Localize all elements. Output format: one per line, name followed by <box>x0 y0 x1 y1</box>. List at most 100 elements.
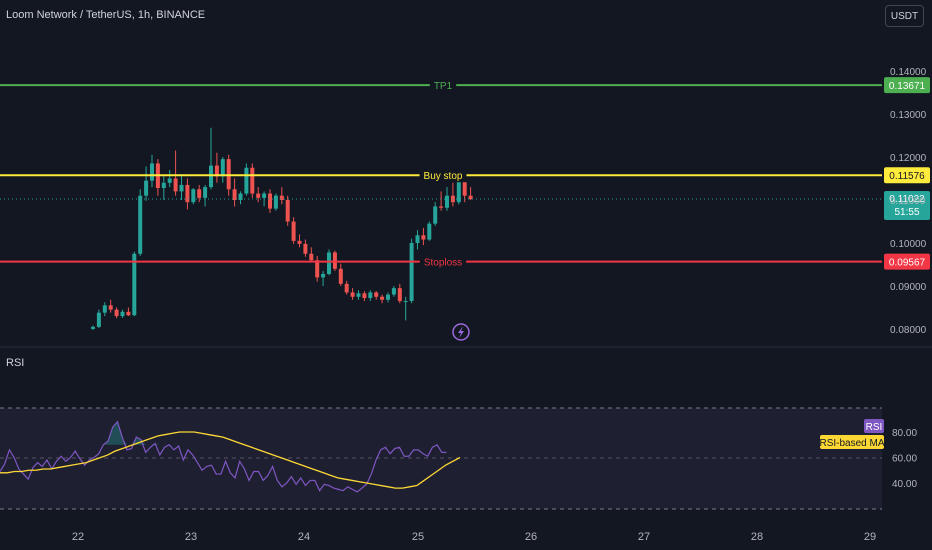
price-tick: 0.12000 <box>890 153 927 164</box>
candle-body <box>433 206 438 224</box>
buy-stop-label-bg <box>419 168 467 183</box>
candle-body <box>415 235 420 243</box>
price-tick: 0.09000 <box>890 282 927 293</box>
candle-body <box>409 243 414 302</box>
tp1-label: TP1 <box>434 81 453 92</box>
rsi-overbought-fill <box>0 421 447 445</box>
last-price-tag <box>884 191 930 221</box>
candle-body <box>391 288 396 295</box>
candle-body <box>403 301 408 303</box>
rsi-legend-text: RSI <box>866 422 883 433</box>
price-tick: 0.11000 <box>890 196 926 207</box>
lightning-icon[interactable] <box>452 323 470 341</box>
candle-body <box>386 294 390 300</box>
candle-body <box>232 189 237 200</box>
levels-group: TP1 0.13671 Buy stop 0.11576 Stoploss 0.09567… <box>0 77 930 270</box>
candle-body <box>344 283 349 293</box>
time-tick: 27 <box>638 531 650 543</box>
candle-body <box>468 195 473 200</box>
candle-body <box>309 253 314 261</box>
currency-button[interactable]: USDT <box>885 5 924 27</box>
candle-body <box>256 193 261 198</box>
rsi-pane-label: RSI <box>6 357 24 369</box>
price-tick: 0.14000 <box>890 67 927 78</box>
time-tick: 23 <box>185 531 197 543</box>
candle-body <box>91 326 95 329</box>
stoploss-label-bg <box>419 254 467 269</box>
candle-body <box>421 235 426 240</box>
time-tick: 28 <box>751 531 763 543</box>
buy-stop-label: Buy stop <box>424 171 463 182</box>
candle-body <box>226 159 231 190</box>
candle-body <box>150 163 154 181</box>
rsi-group <box>0 420 461 493</box>
stoploss-label: Stoploss <box>424 258 462 269</box>
buy-stop-price-text: 0.11576 <box>889 171 925 182</box>
candle-body <box>209 165 213 188</box>
chart-title: Loom Network / TetherUS, 1h, BINANCE <box>6 9 206 21</box>
candle-body <box>291 221 296 241</box>
time-tick: 24 <box>298 531 310 543</box>
price-tick: 0.08000 <box>890 325 927 336</box>
countdown-text: 51:55 <box>894 207 919 218</box>
rsi-legend-tag <box>864 419 884 433</box>
candle-body <box>456 181 461 203</box>
candle-body <box>356 293 361 297</box>
candle-body <box>138 195 143 254</box>
candle-body <box>439 206 444 208</box>
candle-body <box>185 184 190 203</box>
time-tick: 26 <box>525 531 537 543</box>
rsi-tick: 80.00 <box>892 428 917 439</box>
tp1-label-bg <box>429 78 457 93</box>
candle-body <box>279 195 284 200</box>
candle-body <box>462 181 467 196</box>
candle-body <box>126 311 131 316</box>
candle-body <box>427 223 432 240</box>
candle-body <box>179 184 184 192</box>
rsi-axis: 80.00 60.00 40.00 RSI RSI-based MA <box>819 419 917 490</box>
last-price-text: 0.11022 <box>889 194 925 205</box>
rsi-ma-line <box>0 431 461 489</box>
candle-body <box>397 288 402 302</box>
candle-body <box>167 178 172 183</box>
candle-body <box>244 167 249 194</box>
candle-body <box>220 159 225 177</box>
candle-body <box>368 292 373 299</box>
candle-body <box>102 305 107 313</box>
candle-body <box>238 193 243 200</box>
time-tick: 25 <box>412 531 424 543</box>
rsi-ma-legend-text: RSI-based MA <box>819 438 884 449</box>
candle-body <box>191 189 196 203</box>
time-tick: 29 <box>864 531 876 543</box>
rsi-line <box>0 420 447 493</box>
rsi-tick: 60.00 <box>892 454 917 465</box>
candle-body <box>297 240 302 244</box>
candle-body <box>132 253 137 316</box>
candle-body <box>120 311 125 317</box>
candle-body <box>380 296 385 300</box>
candle-body <box>214 165 219 177</box>
tp1-price-text: 0.13671 <box>889 81 926 92</box>
candle-body <box>108 305 113 310</box>
candle-body <box>114 309 119 317</box>
candles-group <box>0 127 882 330</box>
price-tick: 0.10000 <box>890 239 927 250</box>
candle-body <box>203 187 208 198</box>
price-tick: 0.13000 <box>890 110 927 121</box>
candle-body <box>445 195 449 208</box>
stoploss-price-text: 0.09567 <box>889 258 926 269</box>
rsi-ma-legend-tag <box>820 435 884 449</box>
stoploss-price-tag <box>884 253 930 270</box>
candle-body <box>321 273 326 278</box>
candle-body <box>161 182 166 188</box>
candle-body <box>197 189 202 198</box>
time-tick: 22 <box>72 531 84 543</box>
candle-body <box>338 268 343 284</box>
price-axis: 0.14000 0.13000 0.12000 0.11000 0.10000 0.090… <box>890 67 927 336</box>
candle-body <box>268 193 272 209</box>
candle-body <box>362 293 367 299</box>
tp1-price-tag <box>884 77 930 94</box>
candle-body <box>327 252 331 274</box>
